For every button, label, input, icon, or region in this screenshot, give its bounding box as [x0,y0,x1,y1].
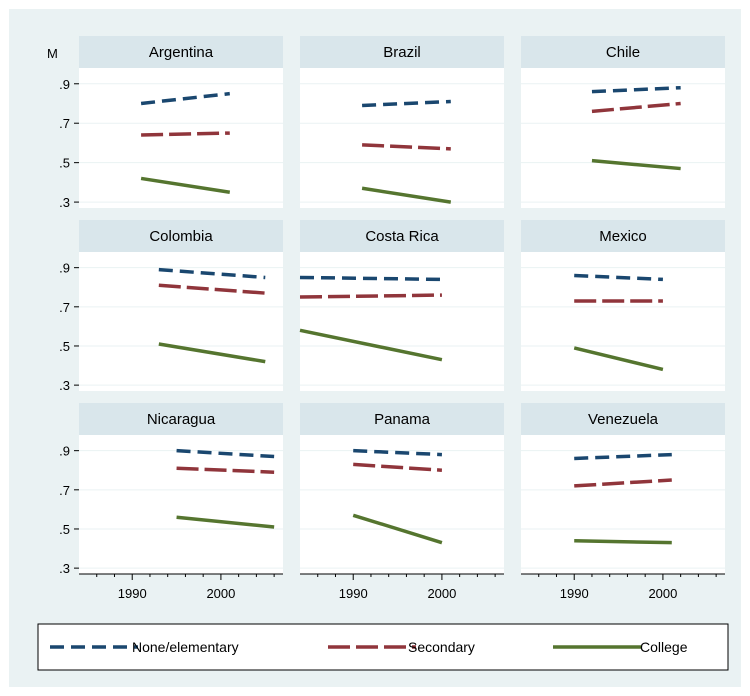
panel-nicaragua: Nicaragua .9 .7 .5 .3 1990 2000 [59,403,283,601]
panel-title: Costa Rica [365,228,439,245]
series-line-secondary [574,478,672,488]
series-line-college [176,515,275,529]
panel-colombia: Colombia .9 .7 .5 .3 [59,220,283,393]
series-line-college [140,176,231,194]
series-line-secondary [353,462,443,472]
series-line-none-elementary [140,91,230,106]
series-line-none-elementary [353,448,442,457]
y-tick-label: .3 [59,195,70,210]
panel-title-strip [79,36,283,68]
panel-title: Venezuela [588,411,659,428]
panel-title-strip [79,220,283,252]
y-tick-label: .3 [59,378,70,393]
series-line-secondary [591,101,681,114]
series-line-none-elementary [574,452,672,461]
plot-area [79,68,283,208]
series-line-college [574,538,672,545]
panel-title-strip [300,403,504,435]
panel-title: Panama [374,411,431,428]
y-tick-label: .5 [59,156,70,171]
plot-area [300,68,504,208]
plot-area [79,435,283,574]
panel-venezuela: Venezuela 1990 2000 [521,403,725,601]
x-tick-label: 2000 [206,586,235,601]
series-line-secondary [299,293,442,299]
series-line-college [299,328,443,362]
panel-title: Nicaragua [147,411,216,428]
panel-chile: Chile [521,36,725,208]
series-line-none-elementary [574,273,663,282]
series-line-none-elementary [362,99,451,108]
legend-label: None/elementary [132,639,239,655]
panel-argentina: Argentina .9 .7 .5 .3 [59,36,283,210]
y-axis-label: M [47,46,58,61]
panel-costa-rica: Costa Rica [299,220,504,391]
panel-title-strip [521,36,725,68]
panel-title: Brazil [383,44,421,61]
y-tick-label: .9 [59,77,70,92]
series-line-college [573,346,664,372]
panel-title-strip [300,36,504,68]
panel-mexico: Mexico [521,220,725,391]
y-tick-label: .3 [59,561,70,576]
y-tick-label: .7 [59,300,70,315]
series-line-college [361,186,452,204]
series-line-none-elementary [176,448,275,459]
plot-area [300,252,504,391]
x-tick-label: 1990 [339,586,368,601]
panel-title-strip [79,403,283,435]
series-line-secondary [362,143,451,151]
panel-title: Chile [606,44,640,61]
series-line-college [591,158,681,171]
panel-panama: Panama 1990 2000 [300,403,504,601]
legend: None/elementary Secondary College [37,623,729,671]
series-line-secondary [141,131,230,137]
y-tick-label: .9 [59,261,70,276]
panel-title-strip [521,220,725,252]
panel-title: Argentina [149,44,214,61]
series-line-college [158,342,266,364]
legend-label: College [640,639,688,655]
series-line-none-elementary [158,267,266,280]
y-tick-label: .7 [59,116,70,131]
series-line-secondary [176,466,275,474]
y-tick-label: .7 [59,483,70,498]
panel-title: Mexico [599,228,647,245]
panel-brazil: Brazil [300,36,504,208]
series-line-college [352,513,443,545]
series-line-secondary [158,283,266,295]
series-line-none-elementary [591,85,681,94]
panel-title-strip [300,220,504,252]
y-tick-label: .9 [59,444,70,459]
panel-title: Colombia [149,228,213,245]
y-tick-label: .5 [59,339,70,354]
panel-title-strip [521,403,725,435]
panels-layer: Argentina .9 .7 .5 .3 Brazil Chile Colombia .9 .7… [47,36,725,601]
plot-area [521,252,725,391]
x-tick-label: 1990 [118,586,147,601]
plot-area [300,435,504,574]
x-tick-label: 2000 [427,586,456,601]
y-tick-label: .5 [59,522,70,537]
x-tick-label: 2000 [648,586,677,601]
x-tick-label: 1990 [560,586,589,601]
series-line-none-elementary [299,275,442,282]
legend-label: Secondary [408,639,475,655]
